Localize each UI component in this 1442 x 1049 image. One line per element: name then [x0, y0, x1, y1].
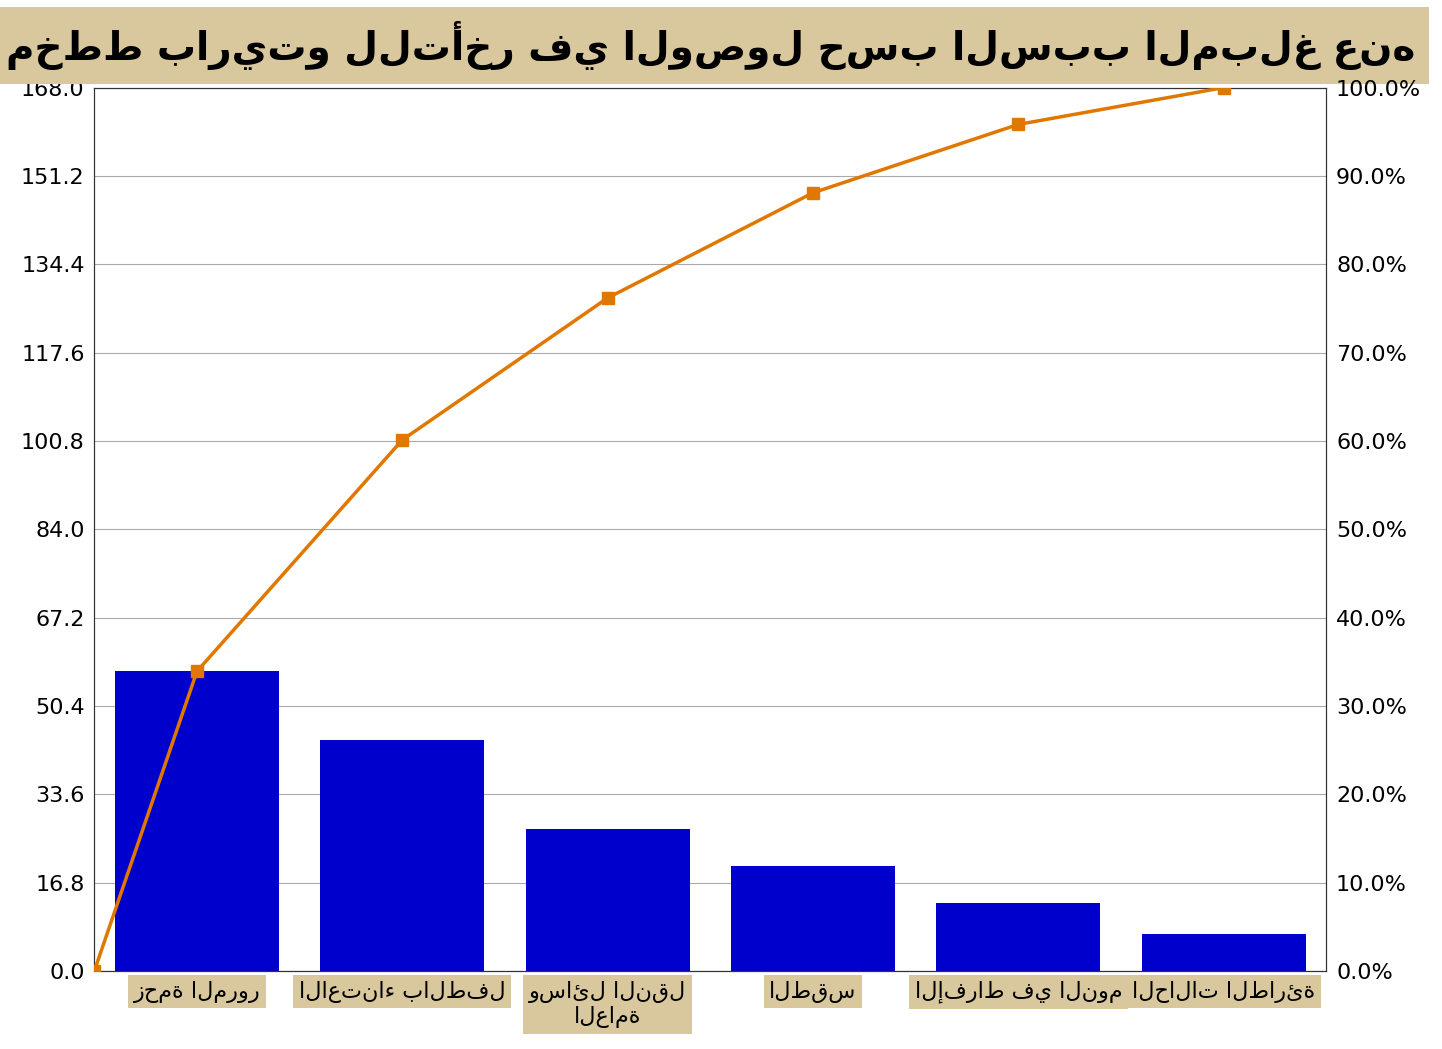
Bar: [320, 740, 485, 971]
Bar: [115, 671, 280, 971]
Bar: [525, 829, 689, 971]
Bar: [731, 865, 895, 971]
Bar: [936, 903, 1100, 971]
Bar: [1142, 935, 1306, 971]
Title: مخطط باريتو للتأخر في الوصول حسب السبب المبلغ عنه: مخطط باريتو للتأخر في الوصول حسب السبب ا…: [6, 21, 1415, 70]
